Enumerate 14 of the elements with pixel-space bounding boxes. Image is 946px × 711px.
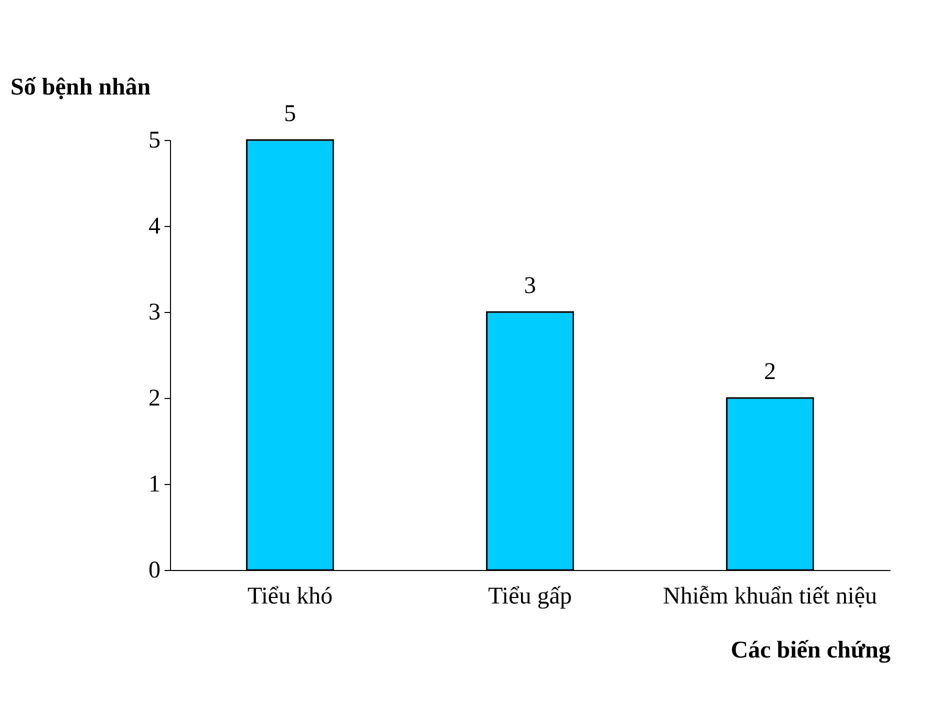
y-tick-label: 0 — [148, 558, 160, 584]
y-tick-label: 2 — [148, 386, 160, 412]
y-tick-label: 1 — [148, 472, 160, 498]
y-tick-label: 4 — [148, 214, 160, 240]
data-label: 3 — [524, 273, 536, 299]
x-tick-label: Nhiễm khuẩn tiết niệu — [663, 584, 877, 610]
x-axis-title: Các biến chứng — [730, 638, 890, 664]
y-tick-label: 3 — [148, 300, 160, 326]
x-tick-label: Tiểu khó — [247, 584, 333, 610]
y-tick-label: 5 — [148, 128, 160, 154]
data-label: 5 — [284, 101, 296, 127]
y-axis-title: Số bệnh nhân — [10, 74, 151, 100]
data-label: 2 — [764, 359, 776, 385]
x-tick-label: Tiểu gấp — [488, 584, 572, 610]
